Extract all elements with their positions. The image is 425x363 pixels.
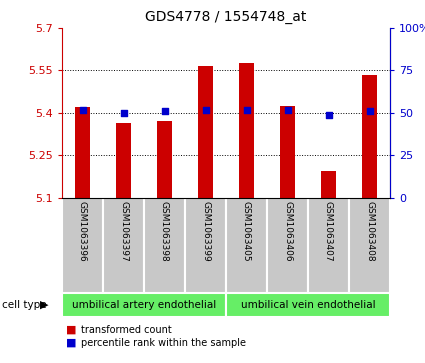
Text: ■: ■ [66, 338, 77, 348]
Bar [62, 293, 226, 317]
Bar [226, 198, 267, 293]
Bar [363, 75, 377, 198]
Bar [62, 198, 103, 293]
Bar [144, 198, 185, 293]
Text: ■: ■ [66, 325, 77, 335]
Point [161, 109, 168, 114]
Bar [116, 123, 130, 198]
Point [325, 112, 332, 118]
Bar [267, 198, 308, 293]
Point [120, 110, 127, 116]
Text: umbilical vein endothelial: umbilical vein endothelial [241, 300, 375, 310]
Text: transformed count: transformed count [81, 325, 172, 335]
Bar [239, 64, 254, 198]
Point [284, 107, 291, 113]
Text: GSM1063397: GSM1063397 [119, 201, 128, 262]
Bar [185, 198, 226, 293]
Title: GDS4778 / 1554748_at: GDS4778 / 1554748_at [145, 10, 307, 24]
Point [79, 107, 86, 113]
Text: GSM1063398: GSM1063398 [160, 201, 169, 262]
Bar [157, 122, 172, 198]
Text: percentile rank within the sample: percentile rank within the sample [81, 338, 246, 348]
Bar [75, 107, 90, 198]
Text: GSM1063406: GSM1063406 [283, 201, 292, 261]
Bar [321, 171, 336, 198]
Text: umbilical artery endothelial: umbilical artery endothelial [72, 300, 216, 310]
Bar [226, 293, 390, 317]
Text: GSM1063396: GSM1063396 [78, 201, 87, 262]
Text: GSM1063405: GSM1063405 [242, 201, 251, 261]
Point [202, 107, 209, 113]
Text: cell type: cell type [2, 300, 47, 310]
Point [366, 109, 373, 114]
Point [243, 107, 250, 113]
Text: GSM1063399: GSM1063399 [201, 201, 210, 262]
Text: GSM1063408: GSM1063408 [365, 201, 374, 261]
Bar [198, 66, 212, 198]
Text: ▶: ▶ [40, 300, 49, 310]
Text: GSM1063407: GSM1063407 [324, 201, 333, 261]
Bar [308, 198, 349, 293]
Bar [103, 198, 144, 293]
Bar [349, 198, 390, 293]
Bar [280, 106, 295, 198]
